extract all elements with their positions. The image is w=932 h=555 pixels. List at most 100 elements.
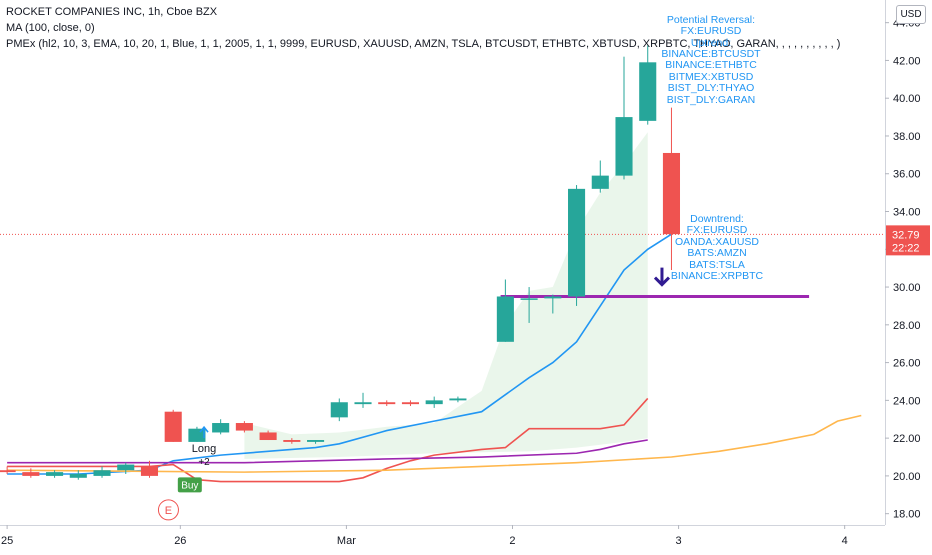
candle <box>117 462 135 475</box>
candle <box>93 466 111 478</box>
price-tick-label: 18.00 <box>893 509 921 521</box>
candle-body <box>259 432 277 441</box>
earnings-label: E <box>165 505 172 517</box>
candle <box>639 45 657 125</box>
annotation-line: Uptrend: <box>690 36 732 49</box>
candle-body <box>188 428 206 442</box>
candle-body <box>568 188 586 297</box>
downtrend-line: OANDA:XAUUSD <box>674 235 759 248</box>
price-tick-label: 40.00 <box>893 93 921 105</box>
candle-body <box>354 402 372 405</box>
price-tick-label: 34.00 <box>893 207 921 219</box>
candle <box>235 421 253 433</box>
candle-body <box>496 296 514 342</box>
candle-body <box>46 472 64 476</box>
candle <box>140 460 159 478</box>
pmex-indicator-legend[interactable]: PMEx (hl2, 10, 3, EMA, 10, 20, 1, Blue, … <box>6 38 841 50</box>
long-arrow-head-icon <box>199 425 209 433</box>
candle <box>188 426 206 442</box>
price-tick-label: 38.00 <box>893 131 921 143</box>
ma-indicator-legend[interactable]: MA (100, close, 0) <box>6 22 95 34</box>
trend-fill-band <box>244 132 648 459</box>
price-tick-label: 36.00 <box>893 169 921 181</box>
buy-label: Buy <box>181 480 198 491</box>
candle-body <box>591 175 609 189</box>
current-price-label-bg <box>886 225 930 256</box>
candle <box>544 294 562 314</box>
indicator-line-0 <box>7 233 672 475</box>
candle <box>378 400 396 407</box>
candle-body <box>378 402 396 405</box>
currency-button[interactable]: USD <box>896 5 926 24</box>
downtrend-line: FX:EURUSD <box>686 224 748 237</box>
downtrend-line: BATS:AMZN <box>687 247 747 260</box>
candle-body <box>0 470 16 473</box>
indicator-line-2 <box>7 439 648 464</box>
candle <box>615 56 633 180</box>
candle <box>259 430 277 441</box>
candle-body <box>639 62 657 121</box>
candle <box>591 160 609 193</box>
candle-body <box>449 398 467 401</box>
candle <box>330 398 348 422</box>
annotation-line: Potential Reversal: <box>666 13 756 26</box>
candle-body <box>307 440 325 442</box>
candle <box>568 185 586 306</box>
candle <box>520 287 538 323</box>
candle-body <box>425 400 443 405</box>
candle <box>69 470 87 480</box>
candle-body <box>117 464 135 471</box>
candle <box>164 409 182 442</box>
candle <box>307 440 325 444</box>
annotation-line: FX:EURUSD <box>680 25 742 38</box>
annotation-line: BIST_DLY:GARAN <box>666 93 756 106</box>
current-price-label: 32.79 <box>892 229 920 241</box>
annotation-line: Confirmed Reversal: <box>652 0 770 3</box>
candle-body <box>330 402 348 418</box>
candle-body <box>235 423 253 431</box>
price-tick-label: 22.00 <box>893 433 921 445</box>
candle <box>212 419 230 435</box>
long-label: Long <box>192 443 216 455</box>
candle <box>46 470 64 478</box>
candle-body <box>615 117 633 176</box>
candle-body <box>69 474 87 478</box>
reversal-uptrend-annotation: Confirmed Reversal: Potential Reversal:F… <box>652 0 770 106</box>
time-tick-label: 2 <box>509 535 515 547</box>
buy-badge <box>177 477 202 493</box>
candle-body <box>164 411 182 442</box>
candle <box>496 279 514 342</box>
candle-body <box>520 298 538 300</box>
annotation-line: BINANCE:BTCUSDT <box>661 48 761 61</box>
time-tick-label: Mar <box>337 535 356 547</box>
time-tick-label: 3 <box>676 535 682 547</box>
price-tick-label: 20.00 <box>893 471 921 483</box>
downtrend-line: Downtrend: <box>690 213 744 225</box>
candle-body <box>401 402 420 405</box>
downtrend-annotation: Downtrend: FX:EURUSD OANDA:XAUUSD BATS:AMZN… <box>658 213 776 283</box>
candle-body <box>93 470 111 476</box>
price-tick-label: 26.00 <box>893 358 921 370</box>
candle-body <box>544 296 562 299</box>
candle-body <box>662 152 681 235</box>
bar-countdown-label: 22:22 <box>892 242 920 254</box>
price-tick-label: 42.00 <box>893 55 921 67</box>
indicator-line-3 <box>7 414 862 473</box>
time-tick-label: 4 <box>842 535 848 547</box>
candle <box>22 468 40 478</box>
price-tick-label: 24.00 <box>893 395 921 407</box>
candle <box>425 396 443 408</box>
downtrend-line: BINANCE:XRPBTC <box>670 270 764 283</box>
annotation-line: BIST_DLY:THYAO <box>667 82 755 95</box>
down-arrow-head-icon <box>653 276 671 287</box>
candle-body <box>283 440 301 442</box>
symbol-title[interactable]: ROCKET COMPANIES INC, 1h, Cboe BZX <box>6 6 218 18</box>
candle <box>662 107 681 271</box>
downtrend-line: BATS:TSLA <box>689 258 745 271</box>
candle <box>449 396 467 403</box>
price-axis-bg <box>885 0 932 550</box>
time-tick-label: 25 <box>1 535 13 547</box>
candle <box>0 466 16 475</box>
